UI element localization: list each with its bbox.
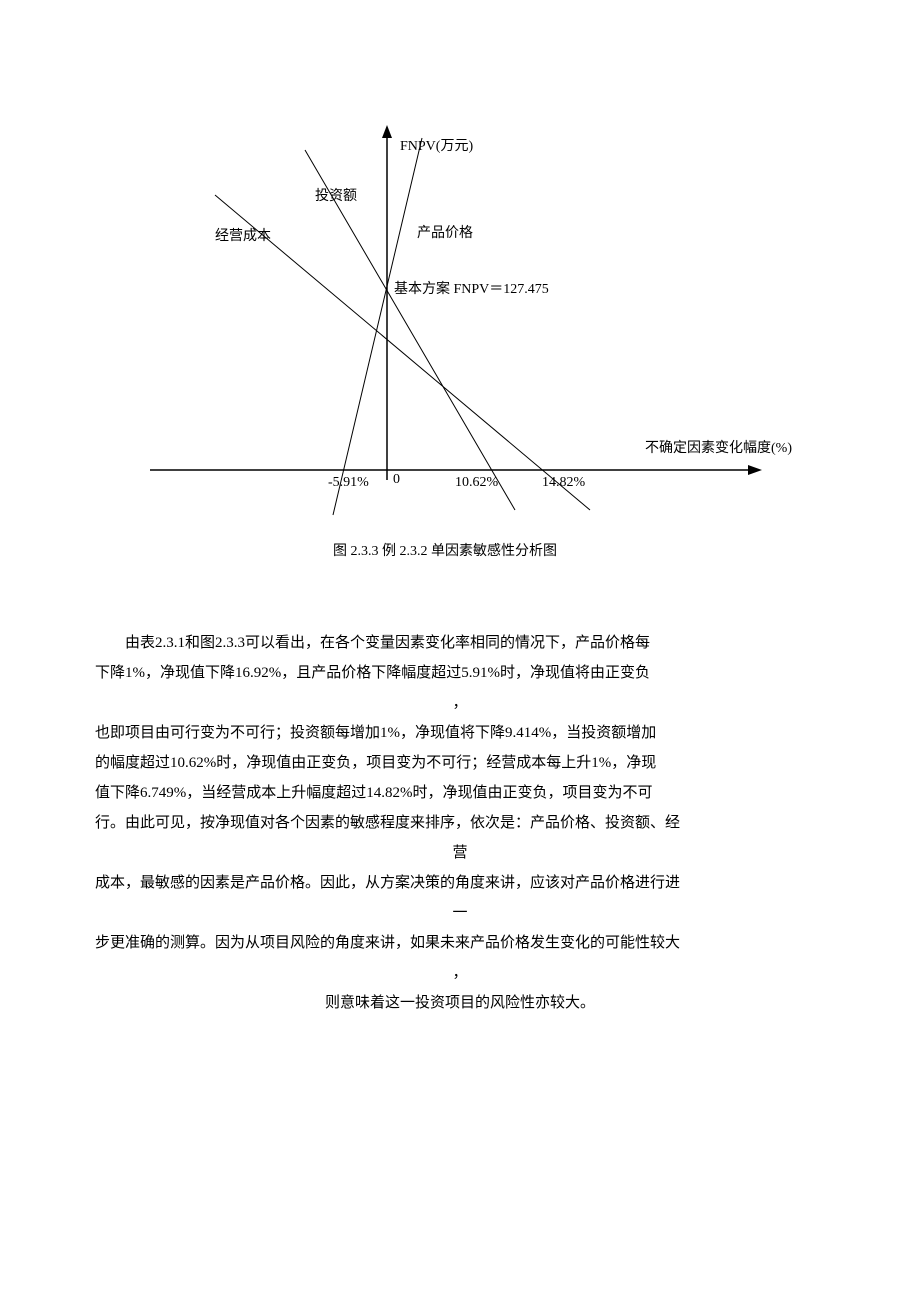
label-base-plan: 基本方案 FNPV＝127.475 [394,278,549,298]
para-6: 行。由此可见，按净现值对各个因素的敏感程度来排序，依次是：产品价格、投资额、经 [95,808,825,838]
para-5: 值下降6.749%，当经营成本上升幅度超过14.82%时，净现值由正变负，项目变… [95,778,825,808]
x-axis-label: 不确定因素变化幅度(%) [645,437,792,457]
x-tick-1: -5.91% [328,475,369,491]
para-4: 的幅度超过10.62%时，净现值由正变负，项目变为不可行；经营成本每上升1%，净… [95,748,825,778]
para-8b: ， [95,958,825,988]
body-text: 由表2.3.1和图2.3.3可以看出，在各个变量因素变化率相同的情况下，产品价格… [95,628,825,1018]
label-investment: 投资额 [315,185,357,205]
para-9: 则意味着这一投资项目的风险性亦较大。 [95,988,825,1018]
label-operating-cost: 经营成本 [215,225,271,245]
chart-svg [150,120,770,530]
label-product-price: 产品价格 [417,222,473,242]
para-7: 成本，最敏感的因素是产品价格。因此，从方案决策的角度来讲，应该对产品价格进行进 [95,868,825,898]
chart-caption: 图 2.3.3 例 2.3.2 单因素敏感性分析图 [265,540,625,560]
x-tick-3: 14.82% [542,475,585,491]
x-tick-origin: 0 [393,472,400,488]
y-axis-label: FNPV(万元) [400,135,473,155]
para-3: 也即项目由可行变为不可行；投资额每增加1%，净现值将下降9.414%，当投资额增… [95,718,825,748]
para-2b: ， [95,688,825,718]
para-1: 由表2.3.1和图2.3.3可以看出，在各个变量因素变化率相同的情况下，产品价格… [95,628,825,658]
para-2: 下降1%，净现值下降16.92%，且产品价格下降幅度超过5.91%时，净现值将由… [95,658,825,688]
para-8: 步更准确的测算。因为从项目风险的角度来讲，如果未来产品价格发生变化的可能性较大 [95,928,825,958]
para-7b: 一 [95,898,825,928]
x-tick-2: 10.62% [455,475,498,491]
para-6b: 营 [95,838,825,868]
sensitivity-chart: FNPV(万元) 投资额 经营成本 产品价格 基本方案 FNPV＝127.475… [150,120,770,530]
